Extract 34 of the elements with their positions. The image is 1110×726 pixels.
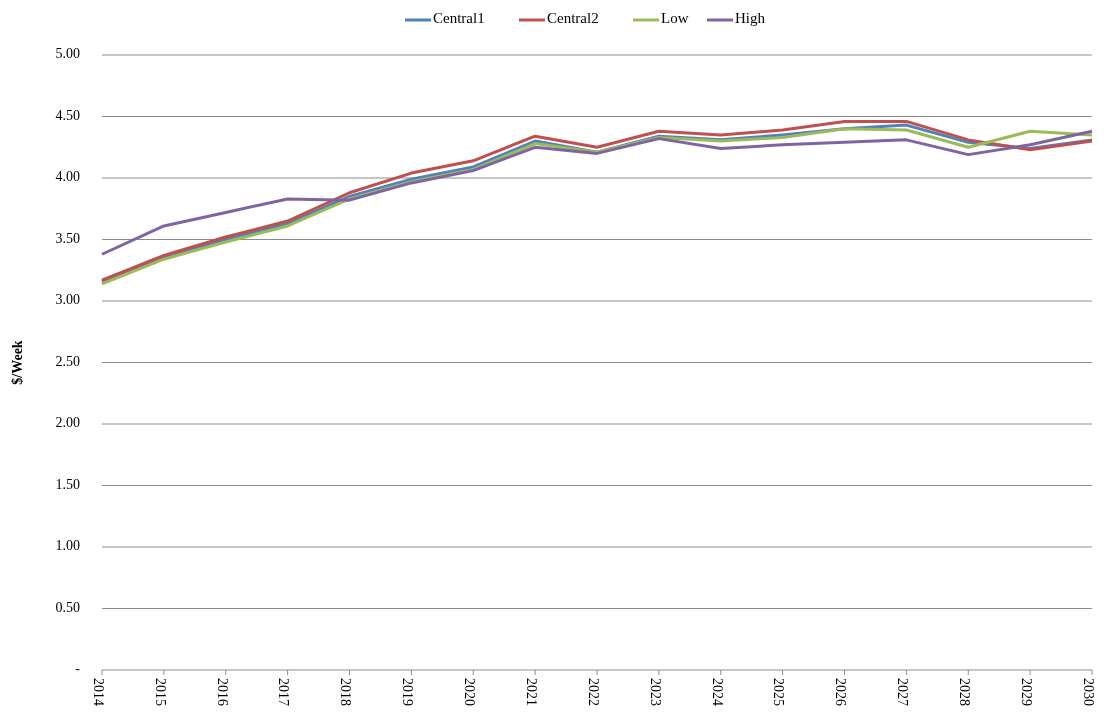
x-tick-label: 2029: [1018, 678, 1034, 706]
x-tick-label: 2018: [338, 678, 354, 706]
legend-label: Central2: [547, 10, 599, 27]
y-tick-label: 4.00: [55, 169, 80, 185]
y-tick-label: 4.50: [55, 107, 80, 123]
x-tick-label: 2021: [523, 678, 539, 706]
y-tick-label: 2.00: [55, 415, 80, 431]
x-tick-label: 2028: [957, 678, 973, 706]
x-tick-label: 2025: [771, 678, 787, 706]
x-tick-label: 2027: [895, 678, 911, 706]
y-tick-label: 3.00: [55, 292, 80, 308]
x-tick-label: 2015: [152, 678, 168, 706]
y-tick-label: 5.00: [55, 46, 80, 62]
y-tick-label: 1.00: [55, 538, 80, 554]
y-tick-label: 3.50: [55, 230, 80, 246]
x-tick-label: 2026: [833, 678, 849, 706]
x-tick-label: 2017: [276, 678, 292, 706]
x-tick-label: 2030: [1080, 678, 1096, 706]
x-tick-label: 2020: [462, 678, 478, 706]
x-tick-label: 2023: [647, 678, 663, 706]
legend-label: Low: [661, 10, 689, 27]
y-tick-label: 2.50: [55, 353, 80, 369]
x-tick-label: 2022: [585, 678, 601, 706]
x-tick-label: 2019: [400, 678, 416, 706]
y-tick-label: 0.50: [55, 599, 80, 615]
y-axis-title: $/Week: [10, 340, 25, 385]
line-series: [100, 129, 1094, 256]
x-tick-label: 2024: [709, 678, 725, 706]
legend-label: High: [735, 10, 766, 27]
x-tick-label: 2016: [214, 678, 230, 706]
legend-label: Central1: [433, 10, 485, 27]
y-tick-label: -: [75, 661, 81, 677]
y-tick-label: 1.50: [55, 476, 80, 492]
x-tick-label: 2014: [90, 678, 106, 706]
